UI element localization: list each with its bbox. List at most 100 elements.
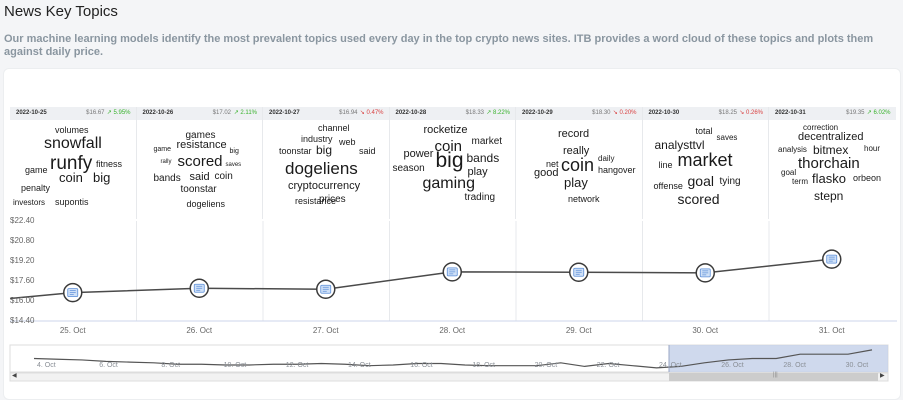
navigator-date-label: 28. Oct bbox=[783, 362, 806, 369]
topic-word: correction bbox=[803, 123, 839, 132]
day-price: $16.94 bbox=[339, 110, 358, 116]
topic-word: games bbox=[185, 130, 216, 141]
x-axis-tick-label: 29. Oct bbox=[565, 326, 592, 335]
y-axis-tick-label: $19.20 bbox=[10, 256, 35, 265]
day-change-badge: ↘ 0.47% bbox=[359, 110, 384, 116]
topic-word: coin bbox=[434, 138, 463, 155]
topic-word: dogeliens bbox=[186, 199, 226, 209]
day-price: $18.33 bbox=[465, 110, 484, 116]
topic-word: scored bbox=[677, 191, 720, 207]
topic-word: line bbox=[658, 160, 673, 170]
scroll-left-arrow-icon[interactable]: ◀ bbox=[12, 373, 17, 379]
navigator-date-label: 20. Oct bbox=[534, 362, 558, 369]
topic-word: bitmex bbox=[813, 143, 849, 157]
topic-word: big bbox=[93, 170, 111, 185]
topic-word: daily bbox=[598, 154, 615, 163]
topic-word: snowfall bbox=[44, 135, 102, 152]
topic-word: really bbox=[563, 145, 590, 157]
day-price: $18.25 bbox=[718, 110, 737, 116]
day-header: 2022-10-29 $18.30 ↘ 0.20% bbox=[516, 107, 642, 120]
x-axis-tick-label: 26. Oct bbox=[186, 326, 213, 335]
topic-word: dogeliens bbox=[285, 159, 358, 178]
y-axis-tick-label: $14.40 bbox=[10, 316, 35, 325]
topic-word: web bbox=[339, 137, 356, 147]
navigator-date-label: 14. Oct bbox=[348, 362, 371, 369]
topic-word: toonstar bbox=[180, 184, 217, 195]
topic-word: gaming bbox=[422, 175, 475, 192]
day-header: 2022-10-31 $19.35 ↗ 6.02% bbox=[769, 107, 896, 120]
price-line bbox=[9, 258, 832, 300]
topic-word: total bbox=[695, 126, 713, 136]
topic-word: volumes bbox=[55, 125, 89, 135]
topic-word: flasko bbox=[812, 171, 846, 186]
scroll-right-arrow-icon[interactable]: ▶ bbox=[880, 373, 885, 379]
word-cloud: record really net coin daily good hangover play… bbox=[516, 123, 643, 219]
topic-word: scored bbox=[177, 153, 223, 170]
news-marker-icon[interactable] bbox=[442, 262, 462, 282]
x-axis-tick-label: 31. Oct bbox=[818, 326, 845, 335]
day-price: $16.67 bbox=[86, 110, 105, 116]
news-marker-icon[interactable] bbox=[189, 278, 209, 298]
topic-word: offense bbox=[653, 181, 683, 191]
topic-word: rocketize bbox=[423, 124, 468, 136]
news-marker-icon[interactable] bbox=[63, 282, 83, 303]
topic-word: season bbox=[392, 163, 425, 174]
topic-word: saves bbox=[716, 133, 738, 142]
navigator-series-line bbox=[33, 349, 873, 369]
day-column: 2022-10-28 $18.33 ↗ 8.22% rocketize market co… bbox=[389, 107, 516, 219]
day-date: 2022-10-31 bbox=[775, 110, 806, 116]
day-date: 2022-10-29 bbox=[522, 110, 553, 116]
navigator-date-label: 22. Oct bbox=[596, 362, 620, 369]
news-marker-icon[interactable] bbox=[316, 279, 336, 299]
scrollbar-grip-icon[interactable]: ||| bbox=[773, 372, 778, 378]
day-date: 2022-10-26 bbox=[142, 110, 174, 116]
news-marker-icon[interactable] bbox=[822, 249, 842, 269]
topic-word: said bbox=[189, 171, 210, 183]
topic-word: stepn bbox=[814, 189, 844, 203]
navigator-date-label: 12. Oct bbox=[285, 362, 309, 369]
news-marker-icon[interactable] bbox=[695, 263, 715, 283]
topic-word: said bbox=[359, 146, 376, 156]
x-axis-tick-label: 28. Oct bbox=[439, 326, 466, 335]
word-cloud: total analysttvl saves line market offense goa… bbox=[643, 123, 770, 219]
topic-word: penalty bbox=[21, 183, 51, 193]
topic-word: play bbox=[467, 166, 488, 178]
day-header: 2022-10-28 $18.33 ↗ 8.22% bbox=[389, 107, 515, 120]
topic-word: orbeon bbox=[853, 173, 882, 183]
navigator-scrollbar-track[interactable] bbox=[9, 372, 889, 382]
topic-word: resistance bbox=[295, 196, 337, 206]
y-axis-tick-label: $17.60 bbox=[10, 276, 35, 285]
topic-word: game bbox=[153, 146, 172, 153]
x-axis-tick-label: 30. Oct bbox=[692, 326, 719, 335]
topic-word: big bbox=[316, 143, 333, 157]
word-cloud: volumes snowfall runfy fitness game coin big pe… bbox=[10, 123, 137, 219]
day-column: 2022-10-30 $18.25 ↘ 0.26% total analysttvl sa… bbox=[642, 107, 770, 219]
topic-word: prices bbox=[319, 194, 346, 205]
topic-word: coin bbox=[59, 170, 83, 185]
word-cloud: games game resistance big rally scored saves ba… bbox=[137, 123, 264, 219]
navigator-scrollbar-thumb[interactable] bbox=[669, 373, 878, 381]
topic-word: game bbox=[25, 165, 48, 175]
navigator-date-label: 18. Oct bbox=[472, 362, 495, 369]
topic-word: record bbox=[558, 128, 590, 140]
topic-word: power bbox=[403, 148, 434, 160]
topic-word: tying bbox=[719, 176, 741, 187]
navigator-date-label: 30. Oct bbox=[845, 362, 869, 369]
x-axis-tick-label: 25. Oct bbox=[59, 326, 86, 335]
day-header: 2022-10-27 $16.94 ↘ 0.47% bbox=[263, 107, 389, 120]
topic-word: decentralized bbox=[798, 131, 864, 143]
topic-word: runfy bbox=[50, 153, 93, 174]
topic-word: industry bbox=[301, 134, 333, 144]
news-marker-icon[interactable] bbox=[569, 262, 589, 282]
topic-word: term bbox=[792, 177, 808, 186]
word-cloud: channel industry web toonstar big said dogelie… bbox=[263, 123, 390, 219]
day-column: 2022-10-25 $16.67 ↗ 5.95% volumes snowfall ru… bbox=[10, 107, 137, 219]
topic-word: bands bbox=[153, 173, 181, 184]
y-axis-tick-label: $22.40 bbox=[10, 216, 35, 225]
topic-word: rally bbox=[160, 159, 172, 165]
day-change-badge: ↘ 0.26% bbox=[739, 110, 763, 116]
topic-word: big bbox=[435, 149, 464, 172]
topic-word: good bbox=[534, 167, 559, 179]
topic-word: bands bbox=[466, 151, 500, 165]
day-date: 2022-10-25 bbox=[16, 110, 47, 116]
